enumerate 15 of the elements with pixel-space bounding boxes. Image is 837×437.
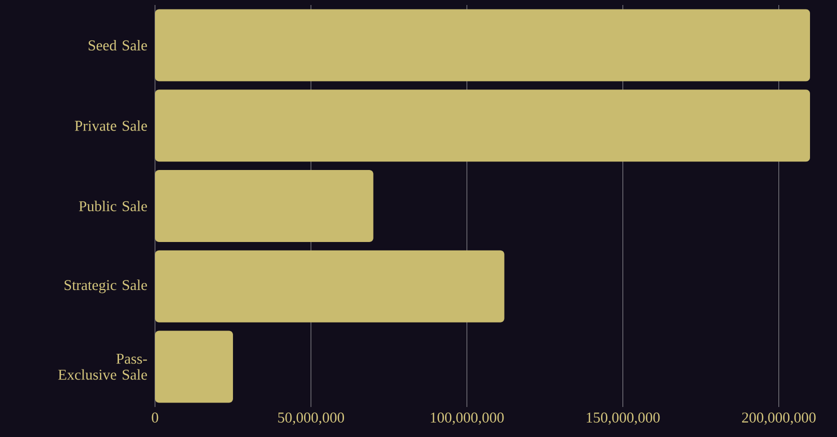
y-tick-label: Pass-Exclusive Sale <box>58 354 147 380</box>
bar <box>155 9 810 82</box>
bar <box>155 90 810 162</box>
x-tick-label: 50,000,000 <box>278 412 344 425</box>
x-tick-label: 0 <box>152 412 158 423</box>
x-tick-label: 150,000,000 <box>586 412 660 425</box>
x-tick-label: 100,000,000 <box>430 412 504 425</box>
y-tick-label: Public Sale <box>79 200 147 212</box>
x-tick-label: 200,000,000 <box>742 412 816 425</box>
y-tick-label: Seed Sale <box>88 40 147 50</box>
y-tick-label: Strategic Sale <box>64 280 147 294</box>
bar <box>155 170 374 242</box>
bar <box>155 330 233 403</box>
y-tick-label: Private Sale <box>74 120 147 131</box>
bar <box>155 250 504 322</box>
